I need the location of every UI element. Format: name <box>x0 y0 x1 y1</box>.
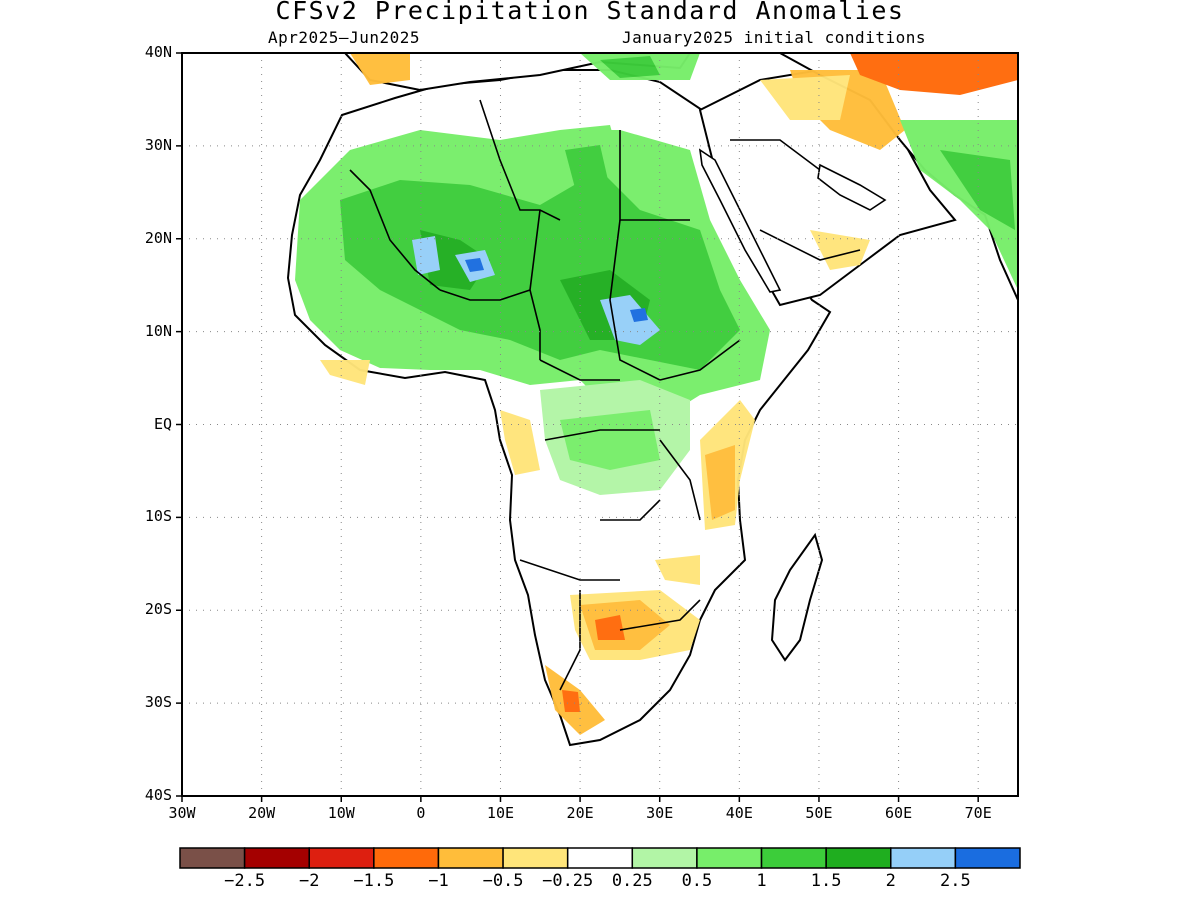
lon-label: 60E <box>885 804 913 822</box>
lon-label: 20E <box>566 804 594 822</box>
colorbar-label: 1.5 <box>810 871 842 891</box>
plot-frame <box>181 52 1019 797</box>
map-canvas <box>286 53 1018 747</box>
lat-label: EQ <box>153 414 172 433</box>
lat-label: 40S <box>144 786 172 804</box>
persian-gulf <box>817 163 887 211</box>
lon-label: 30E <box>646 804 674 822</box>
madagascar <box>770 532 824 662</box>
colorbar-label: 2.5 <box>940 871 971 891</box>
red-sea <box>698 148 782 293</box>
colorbar-swatch <box>437 847 504 869</box>
colorbar-swatch <box>954 847 1021 869</box>
lat-label: 20N <box>144 228 172 247</box>
lon-label: 0 <box>416 804 426 822</box>
colorbar-swatch <box>243 847 310 869</box>
colorbar-label: −0.5 <box>482 871 524 891</box>
lat-label: 20S <box>144 600 172 619</box>
colorbar-label: 1 <box>756 871 767 891</box>
colorbar-label: −2.5 <box>224 871 266 891</box>
colorbar-label: −1.5 <box>353 871 395 891</box>
lat-label: 10S <box>144 507 172 526</box>
lon-label: 70E <box>964 804 992 822</box>
lon-label: 50E <box>805 804 833 822</box>
country-borders <box>349 99 861 691</box>
colorbar-swatch <box>890 847 957 869</box>
colorbar-swatch <box>179 847 246 869</box>
forecast-period: Apr2025–Jun2025 <box>268 28 420 47</box>
lon-label: 20W <box>248 804 276 822</box>
lon-label: 10E <box>486 804 515 822</box>
anomaly-shading <box>295 53 1018 735</box>
colorbar-swatch <box>696 847 763 869</box>
colorbar-label: −0.25 <box>542 871 594 891</box>
colorbar-label: 0.25 <box>611 871 653 891</box>
colorbar <box>179 847 1021 869</box>
gridlines <box>182 53 1018 796</box>
lon-label: 30W <box>168 804 196 822</box>
chart-title: CFSv2 Precipitation Standard Anomalies <box>275 0 905 25</box>
colorbar-swatch <box>308 847 375 869</box>
lat-label: 30S <box>144 693 172 712</box>
colorbar-swatch <box>502 847 569 869</box>
colorbar-label: 0.5 <box>681 871 713 891</box>
colorbar-swatch <box>760 847 827 869</box>
lat-label: 30N <box>144 135 172 154</box>
lon-label: 40E <box>725 804 753 822</box>
colorbar-label: 2 <box>885 871 896 891</box>
colorbar-swatch <box>825 847 892 869</box>
colorbar-swatch <box>373 847 440 869</box>
colorbar-label: −2 <box>298 871 320 891</box>
colorbar-swatch <box>566 847 634 869</box>
initial-conditions: January2025 initial conditions <box>622 28 926 47</box>
lat-label: 40N <box>144 43 172 61</box>
lat-label: 10N <box>144 321 172 340</box>
colorbar-swatch <box>631 847 698 869</box>
lon-label: 10W <box>327 804 355 822</box>
colorbar-label: −1 <box>428 871 449 891</box>
